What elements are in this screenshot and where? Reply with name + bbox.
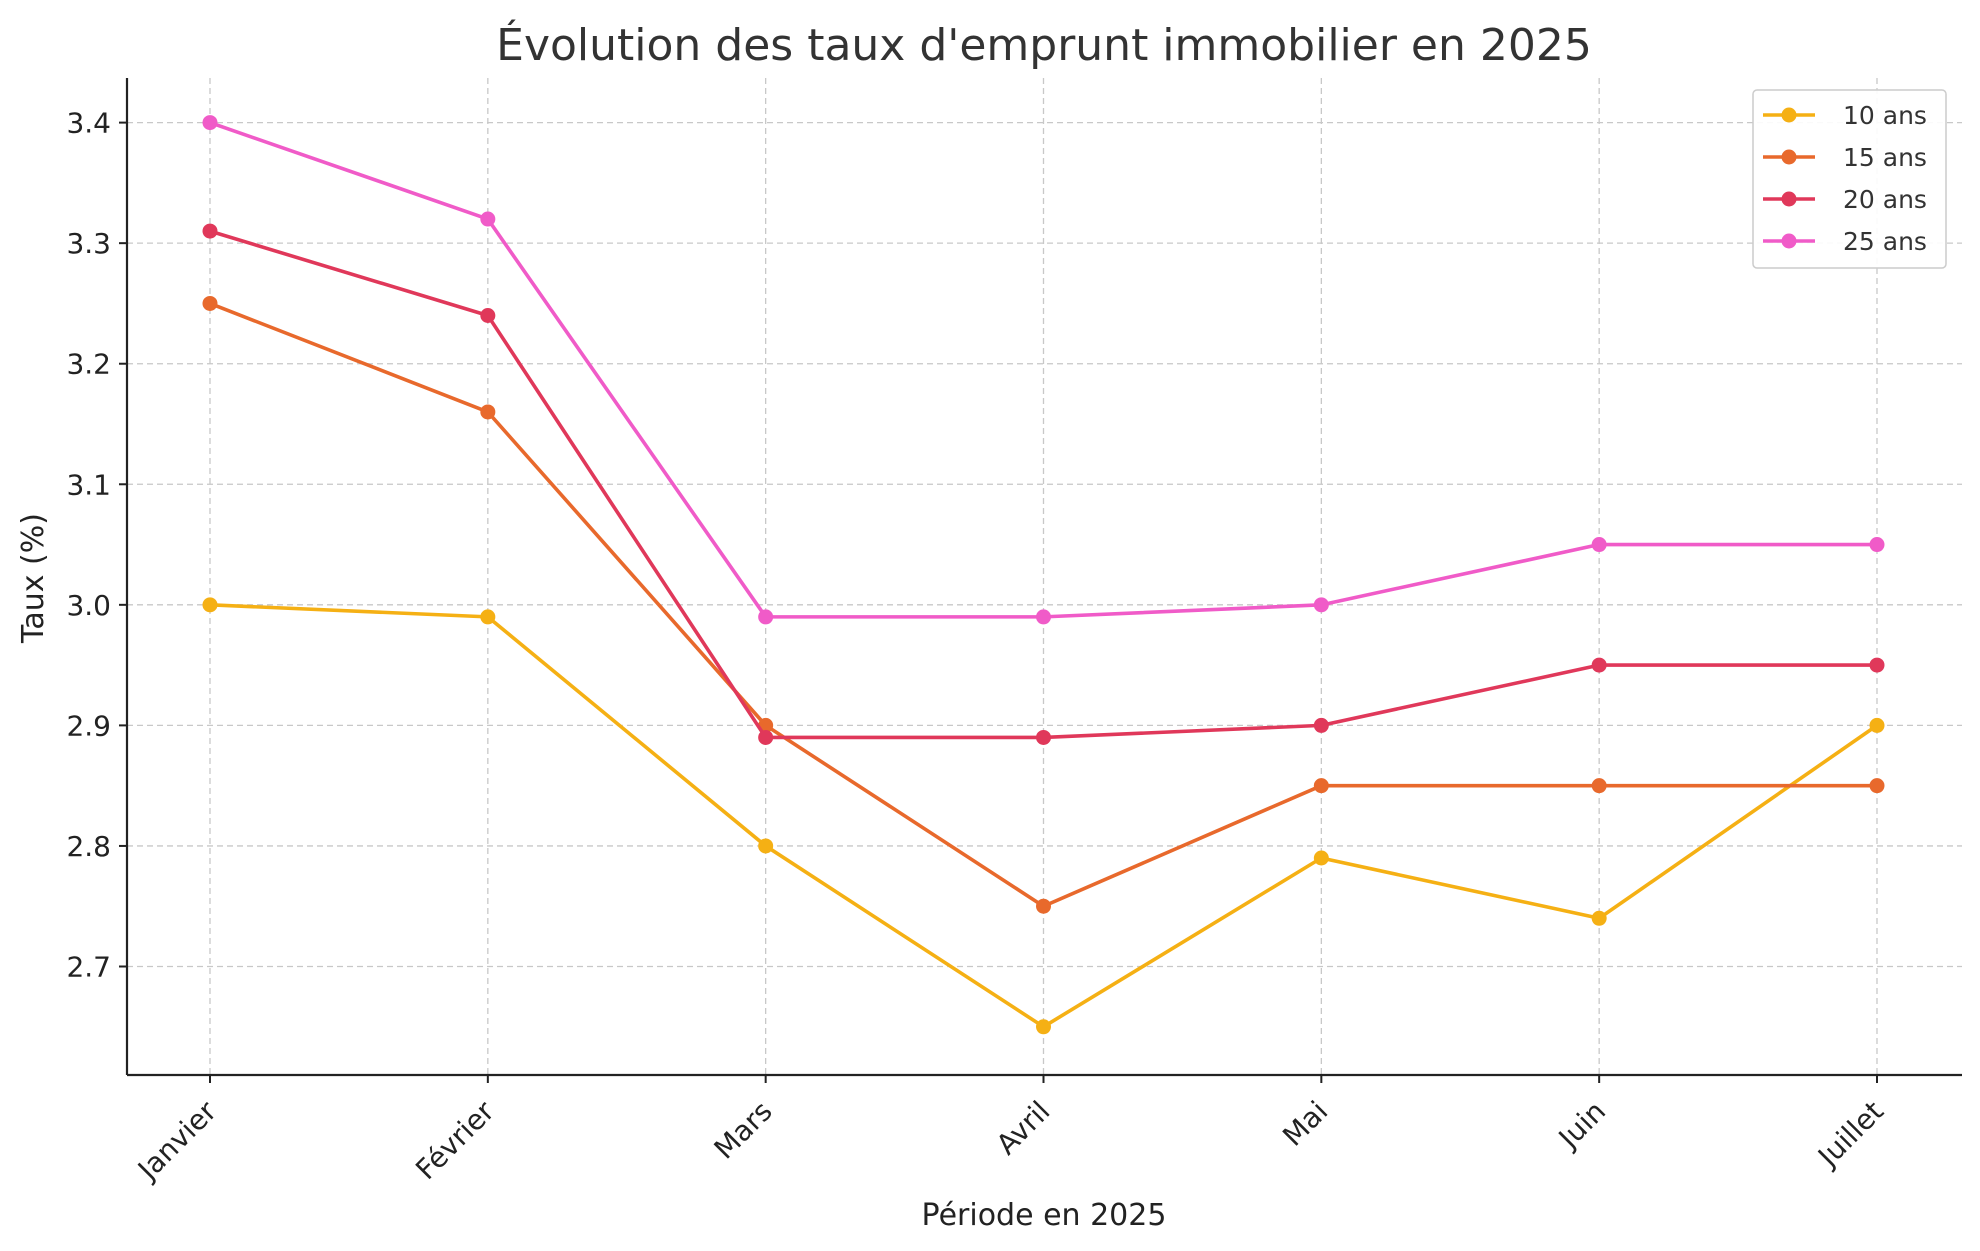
series-10-ans [202, 597, 1885, 1035]
y-tick-label: 3.2 [66, 348, 111, 381]
data-point [202, 295, 218, 311]
legend-marker [1781, 191, 1797, 207]
chart-title: Évolution des taux d'emprunt immobilier … [496, 18, 1592, 71]
data-point [758, 729, 774, 745]
legend-label: 15 ans [1843, 143, 1927, 172]
legend-item: 25 ans [1763, 227, 1927, 256]
data-point [1036, 898, 1051, 914]
series-20-ans [202, 223, 1885, 745]
data-point [1591, 778, 1607, 794]
x-tick-label: Juin [1551, 1095, 1612, 1156]
data-point [202, 597, 218, 613]
series [202, 115, 1885, 1035]
series-25-ans [202, 115, 1885, 625]
data-point [1313, 597, 1329, 613]
y-tick-label: 2.7 [66, 950, 111, 983]
data-point [1036, 609, 1051, 625]
x-axis-title: Période en 2025 [922, 1198, 1167, 1233]
data-point [1869, 717, 1885, 733]
data-point [1591, 910, 1607, 926]
grid [127, 78, 1962, 1075]
y-tick-label: 3.1 [66, 468, 111, 501]
y-axis-title: Taux (%) [16, 513, 51, 644]
legend-marker [1781, 233, 1797, 249]
data-point [1313, 850, 1329, 866]
x-tick-label: Mars [708, 1095, 779, 1166]
x-tick-label: Mai [1276, 1095, 1334, 1153]
y-tick-label: 2.9 [66, 709, 111, 742]
legend: 10 ans 15 ans 20 ans 25 ans [1752, 89, 1947, 269]
x-tick-label: Janvier [130, 1094, 223, 1187]
data-point [1036, 729, 1051, 745]
legend-label: 20 ans [1843, 185, 1927, 214]
legend-label: 10 ans [1843, 101, 1927, 130]
data-point [758, 838, 774, 854]
data-point [1591, 537, 1607, 553]
legend-item: 15 ans [1763, 143, 1927, 172]
y-tick-label: 2.8 [66, 830, 111, 863]
legend-box [1752, 89, 1947, 269]
y-tick-label: 3.4 [66, 107, 111, 140]
data-point [1869, 778, 1885, 794]
x-tick-label: Avril [990, 1095, 1057, 1162]
y-tick-label: 3.3 [66, 227, 111, 260]
data-point [480, 211, 496, 227]
data-point [202, 223, 218, 239]
x-tick-label: Février [409, 1094, 501, 1186]
legend-label: 25 ans [1843, 227, 1927, 256]
data-point [480, 404, 496, 420]
axes [125, 78, 1962, 1077]
series-15-ans [202, 295, 1885, 914]
data-point [202, 115, 218, 131]
legend-marker [1781, 107, 1797, 123]
data-point [1591, 657, 1607, 673]
data-point [480, 609, 496, 625]
data-point [1869, 657, 1885, 673]
data-point [758, 609, 774, 625]
data-point [1313, 717, 1329, 733]
legend-item: 20 ans [1763, 185, 1927, 214]
data-point [1313, 778, 1329, 794]
data-point [1869, 537, 1885, 553]
x-tick-label: Juillet [1810, 1095, 1890, 1175]
data-point [1036, 1019, 1051, 1035]
legend-item: 10 ans [1763, 101, 1927, 130]
data-point [480, 307, 496, 323]
legend-marker [1781, 149, 1797, 165]
y-tick-label: 3.0 [66, 589, 111, 622]
